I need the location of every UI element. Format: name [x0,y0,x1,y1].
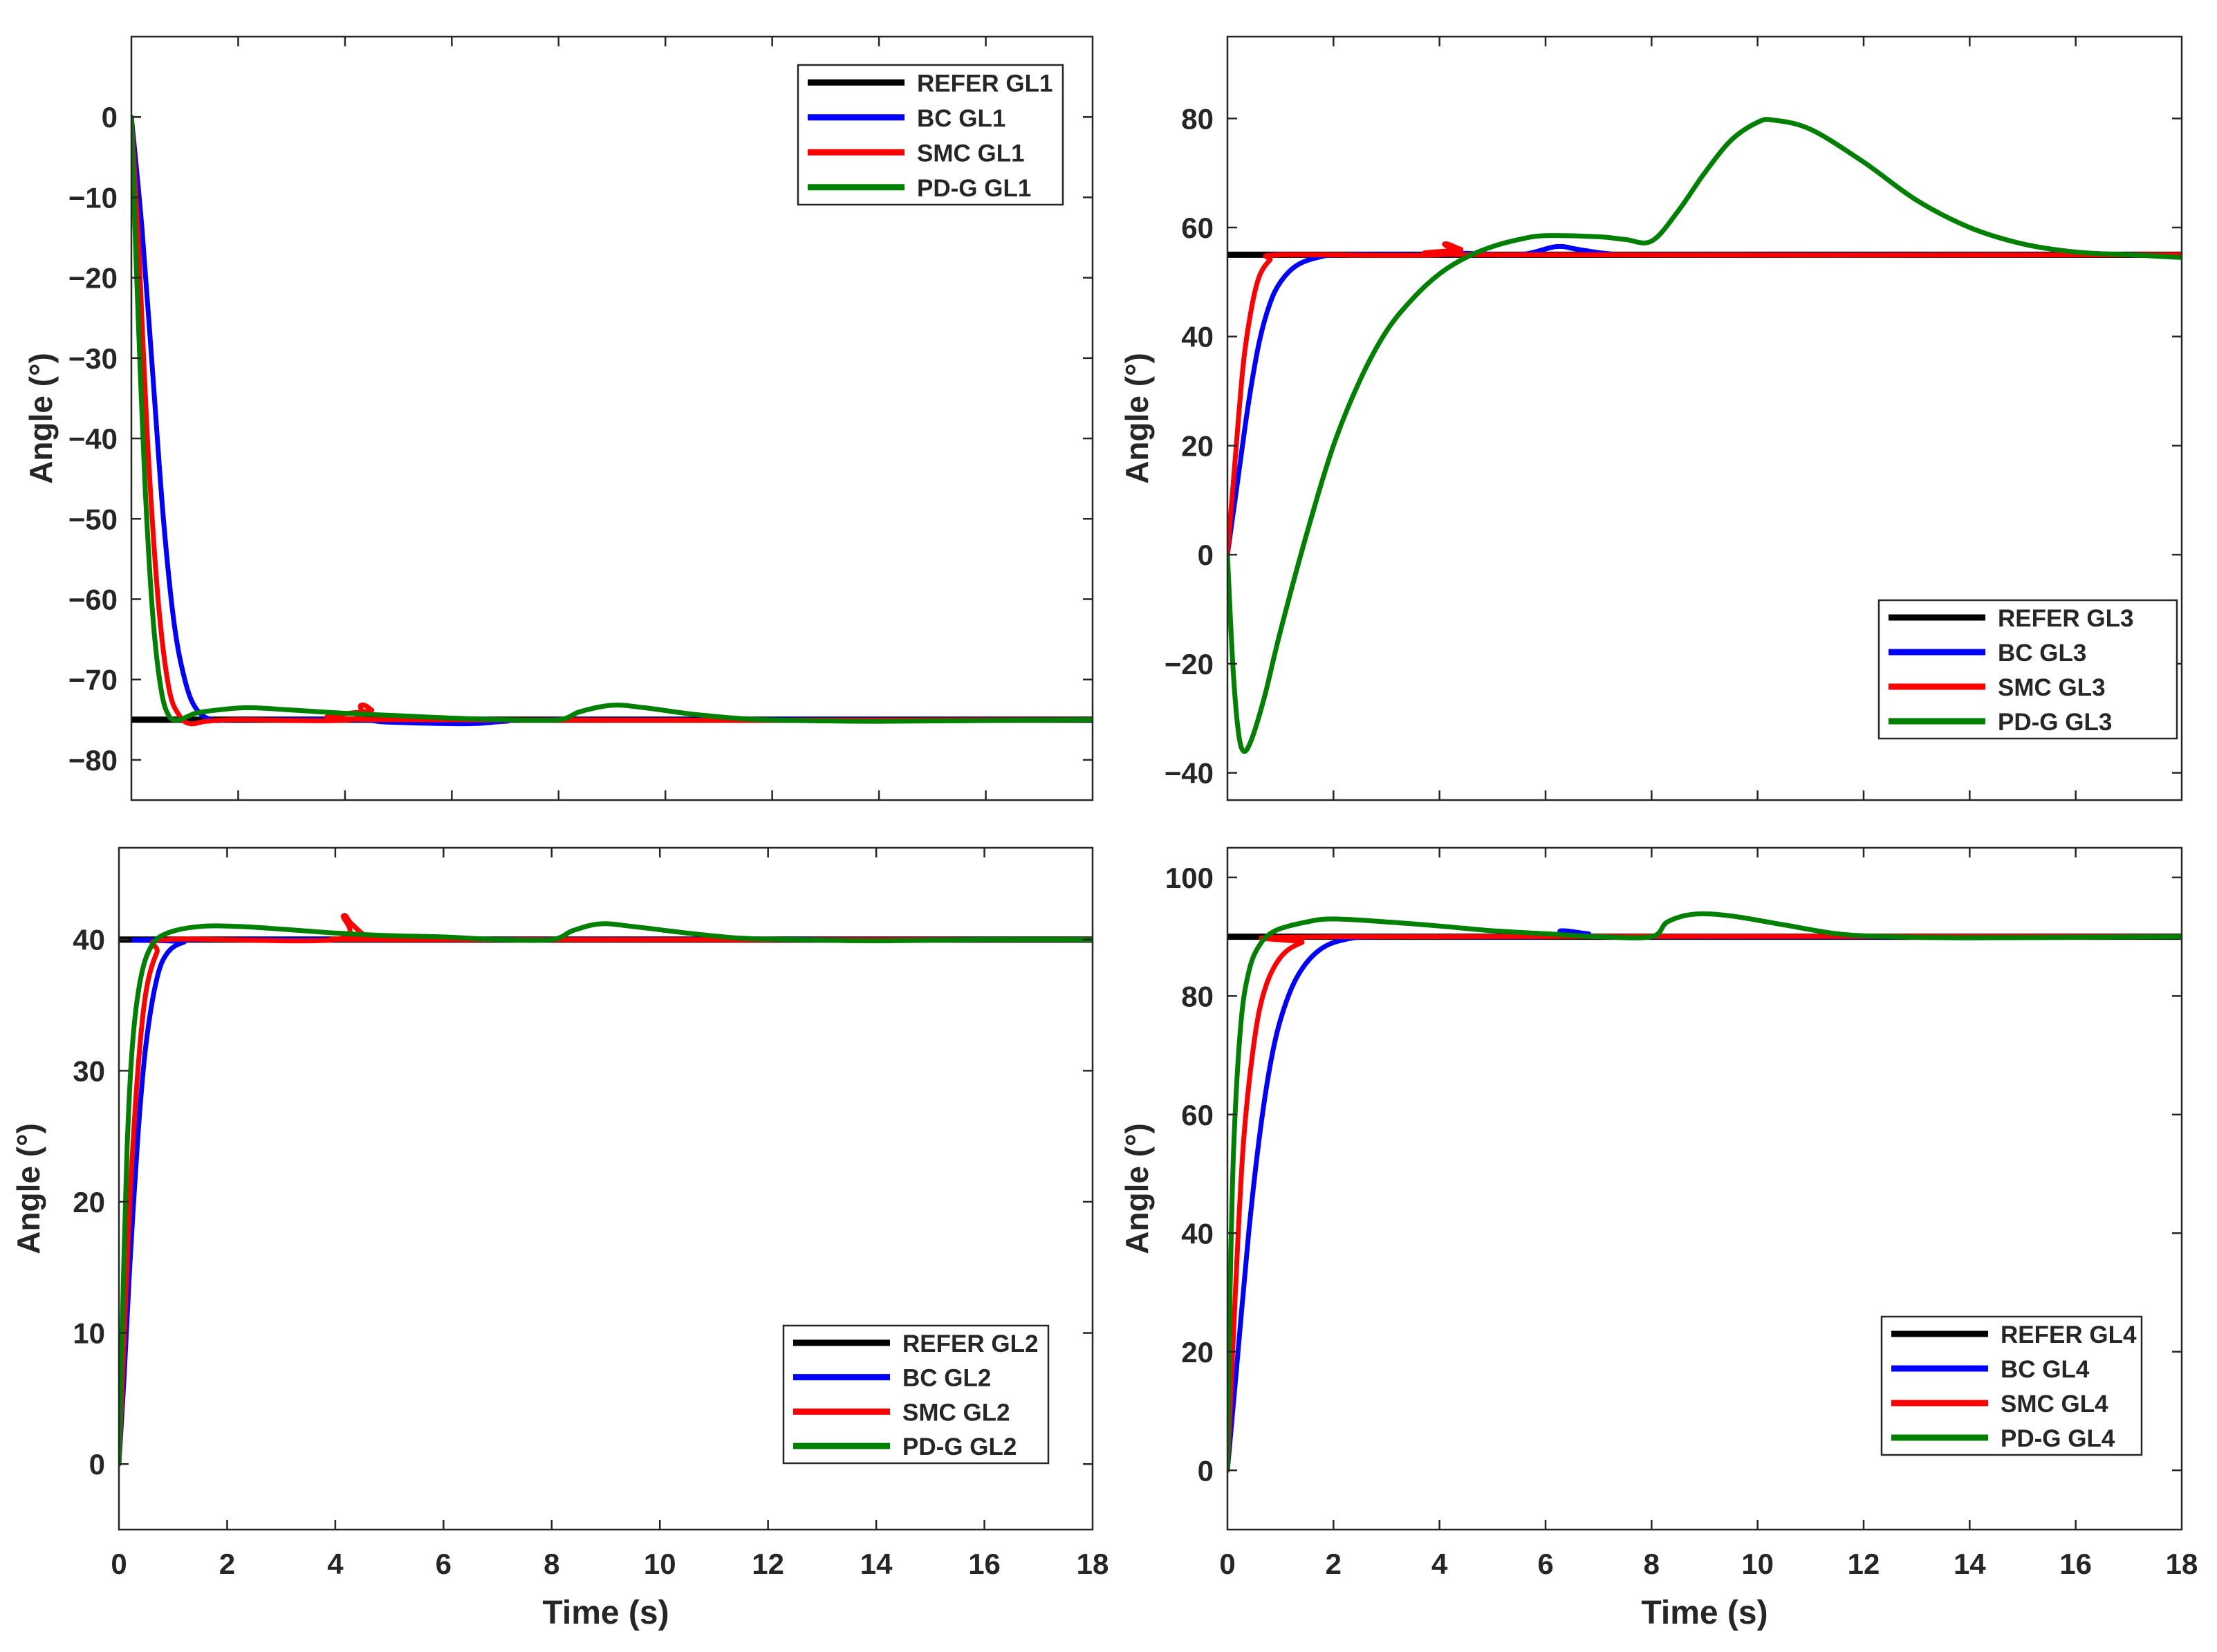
y-tick-label: −70 [68,664,118,696]
x-tick-label: 12 [1848,1548,1880,1580]
axes-box [118,846,1094,1531]
y-tick-label: −30 [68,342,118,375]
x-tick-label: 16 [968,1548,1001,1580]
legend-label: PD-G GL4 [2001,1425,2115,1452]
x-tick-label: 10 [644,1548,676,1580]
chart-panel-top-right: 80 60 40 20 0 −20 −40 Angle (°) REFER GL3 BC GL3 S… [1119,35,2183,801]
y-tick-label: 60 [1181,1099,1214,1131]
y-tick-label: 0 [89,1448,105,1481]
legend-box [1880,1315,2143,1456]
x-axis-label: Time (s) [542,1595,669,1631]
legend-box [782,1324,1050,1465]
y-tick-label: 0 [102,101,118,133]
x-tick-label: 8 [544,1548,559,1580]
y-axis-label: Angle (°) [1119,353,1155,484]
legend: REFER GL3 BC GL3 SMC GL3 PD-G GL3 [1877,599,2178,740]
series-group [1227,911,2182,1473]
y-tick-label: −20 [1165,648,1214,680]
series-line-pd-g-gl1 [131,114,1093,724]
y-tick-label: 10 [73,1317,105,1350]
legend-box [1877,599,2178,740]
legend-label: PD-G GL1 [917,175,1031,202]
legend-label: BC GL4 [2001,1356,2090,1383]
y-tick-label: −20 [68,262,118,295]
x-tick-label: 2 [219,1548,235,1580]
series-group [1227,117,2182,754]
y-tick-label: −50 [68,503,118,535]
x-tick-label: 10 [1741,1548,1774,1580]
x-tick-label: 18 [1077,1548,1109,1580]
x-tick-label: 6 [1537,1548,1553,1580]
x-tick-label: 2 [1326,1548,1342,1580]
chart-panel-top-left: 0 −10 −20 −30 −40 −50 −60 −70 −80 Angle (°) REFER … [23,35,1094,801]
series-line-pd-g-gl2 [119,921,1093,1467]
legend-box [797,64,1064,206]
y-tick-label: 40 [73,924,105,956]
series-group [119,913,1093,1467]
chart-panel-bottom-left: 40 30 20 10 0 0 2 4 6 8 10 12 14 16 18 Angle (°) Time (s… [10,846,1109,1631]
x-tick-label: 14 [1954,1548,1986,1580]
axes-box [1226,846,2183,1531]
y-tick-label: −80 [68,744,118,777]
y-tick-label: 100 [1165,862,1214,894]
y-tick-label: 80 [1181,980,1214,1012]
legend-label: PD-G GL2 [902,1433,1017,1460]
y-tick-label: 20 [73,1186,105,1218]
series-line-smc-gl3 [1227,241,2182,557]
legend: REFER GL2 BC GL2 SMC GL2 PD-G GL2 [782,1324,1050,1465]
series-line-pd-g-gl3 [1227,117,2182,754]
y-tick-label: 30 [73,1055,105,1087]
x-tick-label: 0 [1219,1548,1235,1580]
x-tick-label: 4 [1431,1548,1448,1580]
legend-label: PD-G GL3 [1998,709,2112,736]
y-axis-label: Angle (°) [1119,1123,1155,1254]
x-axis-label: Time (s) [1641,1595,1768,1631]
x-tick-label: 0 [111,1548,127,1580]
x-tick-label: 4 [327,1548,344,1580]
x-tick-label: 12 [752,1548,784,1580]
y-tick-label: 20 [1181,429,1214,462]
legend-label: BC GL2 [902,1365,991,1392]
legend-label: SMC GL1 [917,140,1025,167]
x-tick-label: 18 [2166,1548,2198,1580]
series-line-smc-gl2 [119,913,1093,1467]
y-tick-label: −40 [68,423,118,455]
axes-box [1226,35,2183,801]
y-tick-label: 20 [1181,1336,1214,1368]
legend-label: REFER GL3 [1998,605,2133,632]
legend-label: SMC GL2 [902,1399,1010,1426]
legend-label: SMC GL4 [2001,1391,2108,1418]
y-tick-label: −60 [68,583,118,615]
x-tick-label: 6 [436,1548,452,1580]
legend-label: REFER GL4 [2001,1321,2137,1348]
x-tick-label: 8 [1644,1548,1660,1580]
y-tick-label: 0 [1198,539,1214,571]
y-axis-label: Angle (°) [23,353,59,484]
series-group [131,114,1093,727]
legend-label: SMC GL3 [1998,674,2106,701]
series-line-pd-g-gl4 [1227,911,2182,1473]
y-axis-label: Angle (°) [10,1123,46,1254]
y-tick-label: −40 [1165,757,1214,790]
legend-label: REFER GL2 [902,1330,1038,1357]
legend: REFER GL1 BC GL1 SMC GL1 PD-G GL1 [797,64,1064,206]
series-line-smc-gl1 [131,114,1093,727]
chart-panel-bottom-right: 100 80 60 40 20 0 0 2 4 6 8 10 12 14 16 18 Angle (°) Time… [1119,846,2198,1631]
y-tick-label: 40 [1181,1217,1214,1250]
x-tick-label: 14 [860,1548,893,1580]
y-tick-label: 60 [1181,212,1214,244]
y-tick-label: 40 [1181,321,1214,353]
legend-label: REFER GL1 [917,70,1052,97]
y-tick-label: −10 [68,181,118,214]
y-tick-label: 0 [1198,1454,1214,1487]
x-tick-label: 16 [2059,1548,2092,1580]
legend-label: BC GL1 [917,105,1005,132]
legend-label: BC GL3 [1998,640,2086,667]
axes-box [130,35,1094,801]
legend: REFER GL4 BC GL4 SMC GL4 PD-G GL4 [1880,1315,2143,1456]
y-tick-label: 80 [1181,102,1214,135]
